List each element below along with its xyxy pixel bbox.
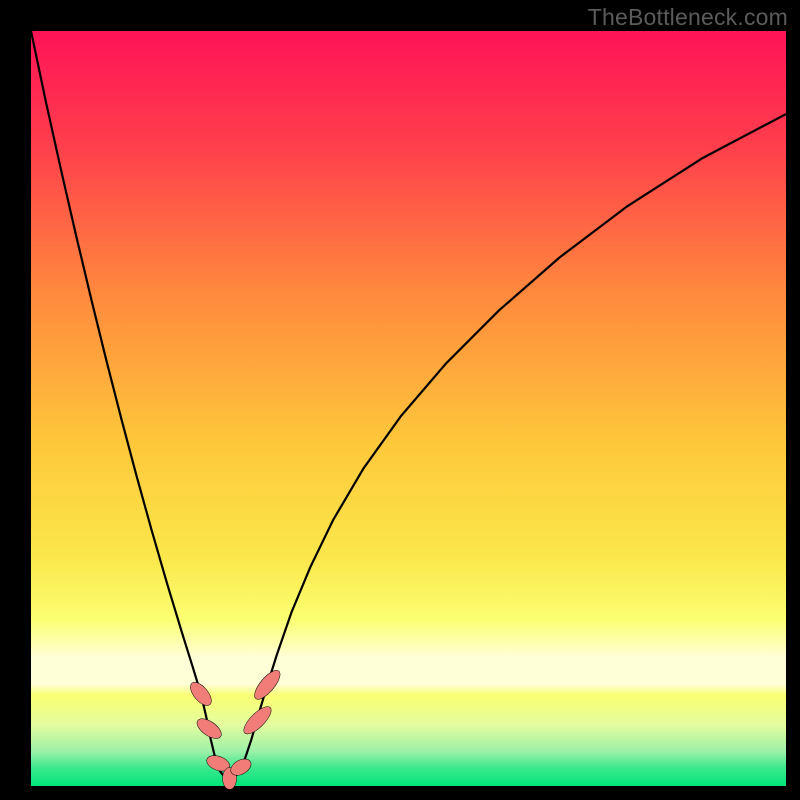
chart-svg xyxy=(0,0,800,800)
watermark-text: TheBottleneck.com xyxy=(588,4,788,31)
outer-frame: TheBottleneck.com xyxy=(0,0,800,800)
